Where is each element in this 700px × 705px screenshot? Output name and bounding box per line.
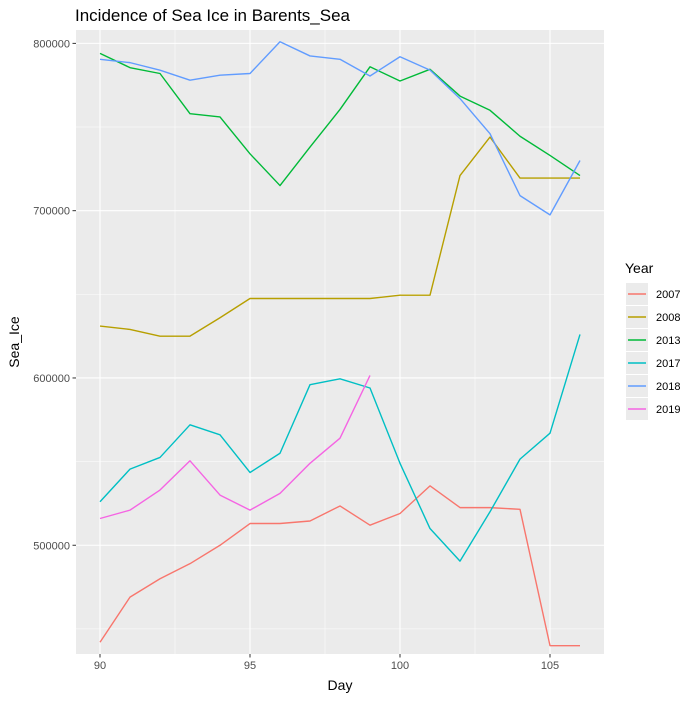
legend-label: 2018 <box>656 381 680 393</box>
plot-panel <box>76 30 604 654</box>
legend-label: 2017 <box>656 358 680 370</box>
legend-item-2018: 2018 <box>626 375 680 397</box>
series-line-2008 <box>99 136 580 337</box>
x-tick-label: 100 <box>391 660 409 672</box>
legend-label: 2019 <box>656 404 680 416</box>
y-tick-label: 800000 <box>33 38 70 50</box>
axes: 90 95 100 105 500000 600000 700000 800000 <box>33 38 559 672</box>
legend-item-2013: 2013 <box>626 329 680 351</box>
legend-item-2007: 2007 <box>626 283 680 305</box>
y-tick-label: 700000 <box>33 206 70 218</box>
legend-item-2017: 2017 <box>626 352 680 374</box>
series-line-2018 <box>99 41 581 216</box>
y-axis-title: Sea_Ice <box>6 316 22 368</box>
legend-label: 2013 <box>656 335 680 347</box>
series-lines <box>99 41 581 647</box>
series-line-2017 <box>99 334 581 562</box>
x-tick-label: 95 <box>244 660 256 672</box>
chart-title: Incidence of Sea Ice in Barents_Sea <box>75 6 351 25</box>
y-tick-label: 600000 <box>33 373 70 385</box>
series-line-2013 <box>99 52 581 187</box>
legend-title: Year <box>625 260 654 276</box>
x-tick-label: 105 <box>541 660 559 672</box>
y-tick-label: 500000 <box>33 540 70 552</box>
legend-item-2019: 2019 <box>626 398 680 420</box>
legend-item-2008: 2008 <box>626 306 680 328</box>
x-axis-title: Day <box>328 677 353 693</box>
series-line-2019 <box>99 375 371 520</box>
series-line-2007 <box>99 485 580 647</box>
legend-label: 2007 <box>656 289 680 301</box>
grid-lines <box>76 30 604 654</box>
legend-label: 2008 <box>656 312 680 324</box>
x-tick-label: 90 <box>94 660 106 672</box>
legend: Year 2007 2008 2013 2017 2018 2019 <box>625 260 680 420</box>
